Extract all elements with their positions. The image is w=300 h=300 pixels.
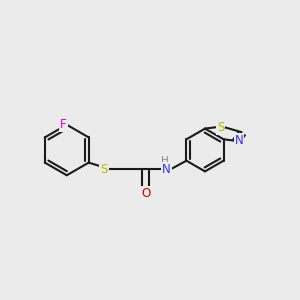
Text: S: S bbox=[217, 121, 224, 134]
Text: H: H bbox=[161, 156, 169, 166]
Text: N: N bbox=[162, 163, 171, 176]
Text: S: S bbox=[100, 163, 108, 176]
Text: O: O bbox=[141, 187, 150, 200]
Text: F: F bbox=[60, 118, 67, 131]
Text: N: N bbox=[235, 134, 243, 147]
